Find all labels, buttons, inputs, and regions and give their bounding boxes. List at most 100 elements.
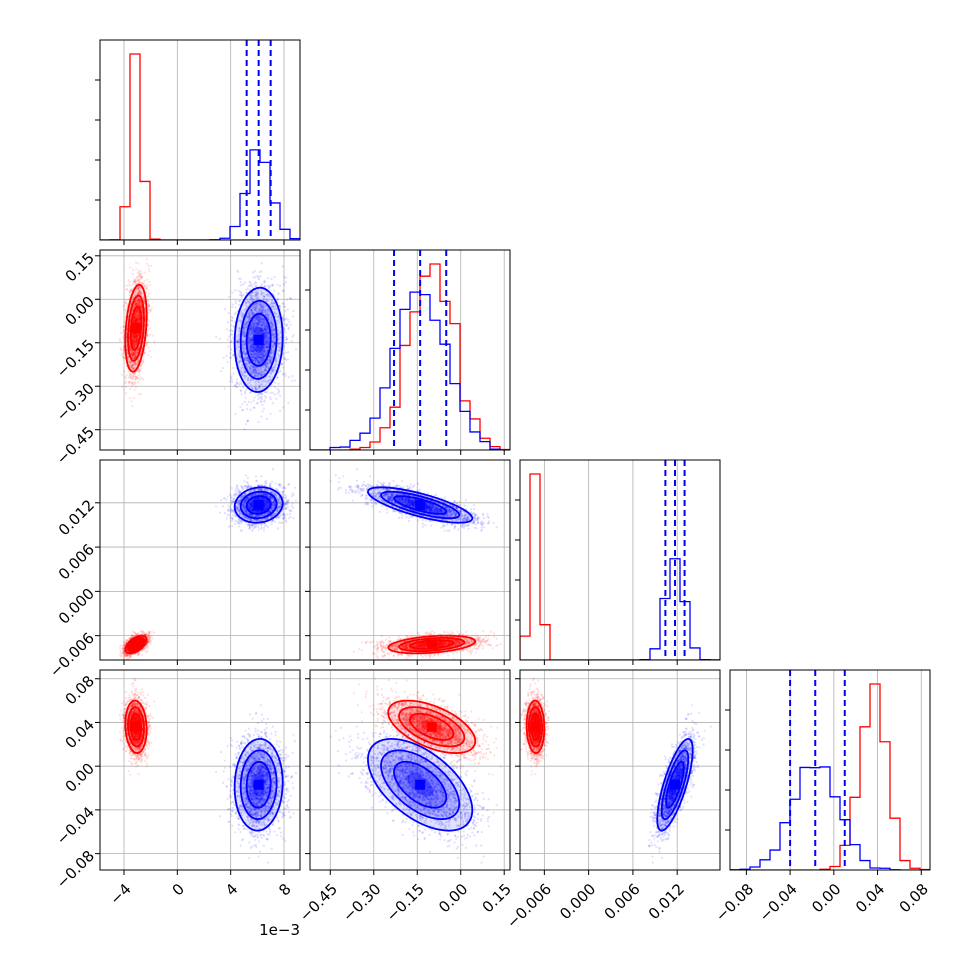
sample-point <box>136 333 139 337</box>
sample-point <box>139 392 142 396</box>
sample-point <box>134 320 137 323</box>
sample-point <box>134 303 138 307</box>
sample-point <box>136 334 139 337</box>
sample-point <box>119 326 122 329</box>
sample-point <box>271 402 275 405</box>
sample-point <box>287 351 290 354</box>
sample-point <box>135 279 138 283</box>
sample-point <box>136 321 139 324</box>
sample-point <box>142 361 145 364</box>
sample-point <box>145 262 148 265</box>
sample-point <box>284 374 287 377</box>
sample-point <box>118 337 122 340</box>
sample-point <box>135 332 138 336</box>
sample-point <box>148 311 151 314</box>
sample-point <box>138 317 141 320</box>
sample-point <box>148 327 151 330</box>
sample-point <box>138 300 142 303</box>
sample-point <box>146 299 149 302</box>
sample-point <box>141 283 144 286</box>
sample-point <box>243 428 246 431</box>
sample-point <box>273 289 276 292</box>
sample-point <box>287 401 290 405</box>
sample-point <box>145 342 148 345</box>
sample-point <box>283 322 286 325</box>
sample-point <box>257 420 260 424</box>
sample-point <box>287 376 291 379</box>
sample-point <box>141 362 144 365</box>
panel-p1-p1 <box>95 39 301 245</box>
sample-point <box>134 320 137 323</box>
sample-point <box>137 262 140 265</box>
sample-point <box>133 335 136 338</box>
sample-point <box>283 357 286 360</box>
sample-point <box>278 284 282 287</box>
sample-point <box>227 311 230 314</box>
sample-point <box>137 349 140 352</box>
sample-point <box>132 353 135 356</box>
sample-point <box>136 335 140 339</box>
sample-point <box>132 306 135 309</box>
sample-point <box>138 315 141 318</box>
sample-point <box>136 319 139 322</box>
sample-point <box>130 364 133 367</box>
sample-point <box>134 319 138 322</box>
sample-point <box>134 302 137 305</box>
sample-point <box>133 338 136 341</box>
sample-point <box>260 395 263 398</box>
sample-point <box>121 356 125 359</box>
sample-point <box>135 318 139 321</box>
sample-point <box>148 349 151 353</box>
sample-point <box>129 362 132 365</box>
sample-point <box>134 339 137 343</box>
sample-point <box>130 352 133 355</box>
sample-point <box>133 342 136 345</box>
sample-point <box>132 319 135 322</box>
sample-point <box>220 369 223 373</box>
sample-point <box>122 346 126 349</box>
sample-point <box>128 359 131 362</box>
sample-point <box>139 291 143 294</box>
sample-point <box>135 334 138 337</box>
sample-point <box>134 353 137 357</box>
sample-point <box>257 275 260 278</box>
sample-point <box>274 381 277 384</box>
sample-point <box>136 300 139 303</box>
sample-point <box>133 314 136 318</box>
sample-point <box>134 334 138 337</box>
sample-point <box>130 289 133 292</box>
sample-point <box>134 261 138 264</box>
sample-point <box>268 284 272 287</box>
sample-point <box>132 335 135 339</box>
sample-point <box>134 361 137 364</box>
sample-point <box>289 323 292 326</box>
sample-point <box>133 367 136 370</box>
sample-point <box>215 335 218 339</box>
sample-point <box>121 385 124 388</box>
sample-point <box>129 346 132 349</box>
sample-point <box>248 281 251 284</box>
sample-point <box>135 310 138 313</box>
sample-point <box>228 335 231 338</box>
sample-point <box>132 338 135 341</box>
sample-point <box>136 299 139 302</box>
sample-point <box>145 284 149 287</box>
sample-point <box>133 321 136 324</box>
sample-point <box>122 328 125 332</box>
sample-point <box>128 372 132 375</box>
sample-point <box>132 341 135 345</box>
sample-point <box>131 342 135 345</box>
sample-point <box>228 329 231 332</box>
sample-point <box>125 303 129 306</box>
sample-point <box>137 279 141 282</box>
sample-point <box>133 320 136 323</box>
sample-point <box>131 354 135 358</box>
sample-point <box>232 372 235 375</box>
sample-point <box>147 264 150 267</box>
sample-point <box>131 335 134 338</box>
sample-point <box>132 340 135 343</box>
sample-point <box>281 302 284 305</box>
sample-point <box>260 262 263 265</box>
sample-point <box>137 315 140 318</box>
